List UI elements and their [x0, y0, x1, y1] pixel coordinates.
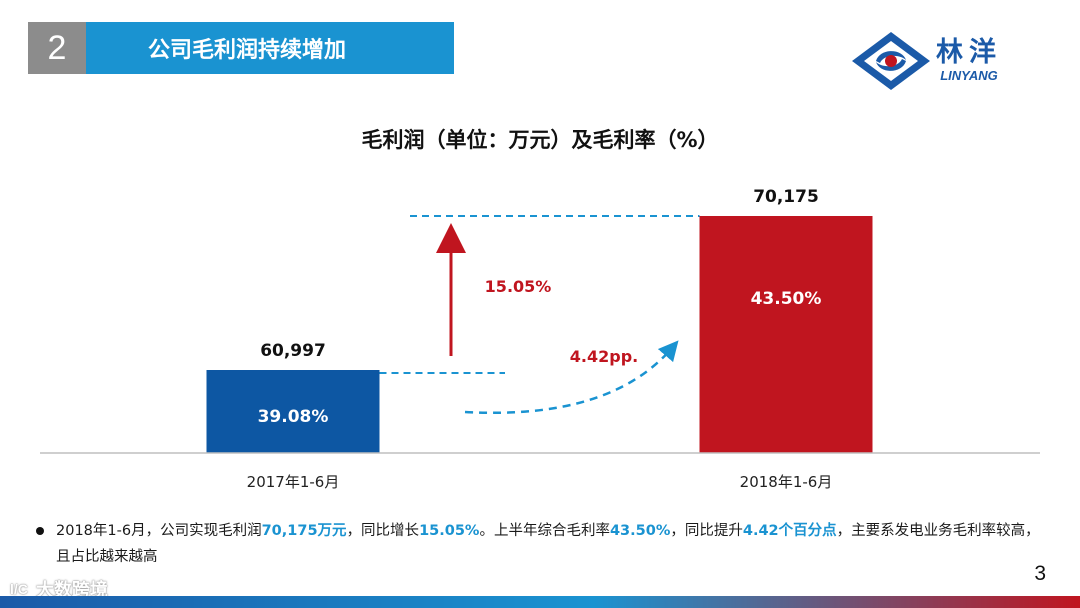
summary-text: 2018年1-6月，公司实现毛利润70,175万元，同比增长15.05%。上半年… [40, 518, 1050, 570]
bar-margin-label: 39.08% [258, 407, 329, 427]
section-number: 2 [28, 22, 86, 74]
bullet-dot-icon [36, 527, 44, 535]
section-title: 公司毛利润持续增加 [86, 22, 454, 74]
highlight-growth-rate: 15.05% [419, 523, 480, 539]
linyang-logo-icon [852, 32, 930, 90]
watermark: l/C 大数跨境 [10, 576, 108, 602]
summary-text-part: ，同比提升 [670, 523, 743, 539]
category-label: 2018年1-6月 [740, 473, 833, 491]
bar-value-label: 60,997 [260, 341, 326, 361]
category-label: 2017年1-6月 [247, 473, 340, 491]
company-logo: 林洋 LINYANG [850, 30, 1035, 92]
summary-text-part: 2018年1-6月，公司实现毛利润 [56, 523, 262, 539]
watermark-text: 大数跨境 [35, 580, 108, 601]
summary-text-part: ，同比增长 [346, 523, 420, 539]
margin-change-annotation: 4.42pp. [570, 347, 638, 366]
bar-2017-h1 [206, 370, 380, 453]
highlight-gross-margin: 43.50% [609, 523, 671, 539]
bar-margin-label: 43.50% [751, 289, 822, 309]
bar-2018-h1 [699, 216, 873, 453]
summary-text-part: ，主要系发电业务毛利率较高，且占比越来越高 [56, 523, 1040, 565]
slide-header: 2 公司毛利润持续增加 [28, 22, 454, 74]
summary-text-part: 。上半年综合毛利率 [479, 523, 610, 539]
margin-curve-arrow-icon [464, 340, 679, 414]
logo-english-name: LINYANG [940, 68, 998, 83]
page-number: 3 [1034, 562, 1046, 585]
footer-gradient-bar [0, 596, 1080, 608]
highlight-margin-change: 4.42个百分点 [742, 523, 837, 539]
growth-rate-annotation: 15.05% [485, 277, 552, 296]
highlight-gross-profit: 70,175万元 [261, 523, 347, 539]
chart-title: 毛利润（单位：万元）及毛利率（%） [361, 128, 719, 152]
watermark-logo-icon: l/C [10, 581, 28, 597]
logo-chinese-name: 林洋 [936, 37, 1002, 68]
bar-value-label: 70,175 [753, 187, 819, 207]
summary-bullet: 2018年1-6月，公司实现毛利润70,175万元，同比增长15.05%。上半年… [36, 518, 1050, 570]
